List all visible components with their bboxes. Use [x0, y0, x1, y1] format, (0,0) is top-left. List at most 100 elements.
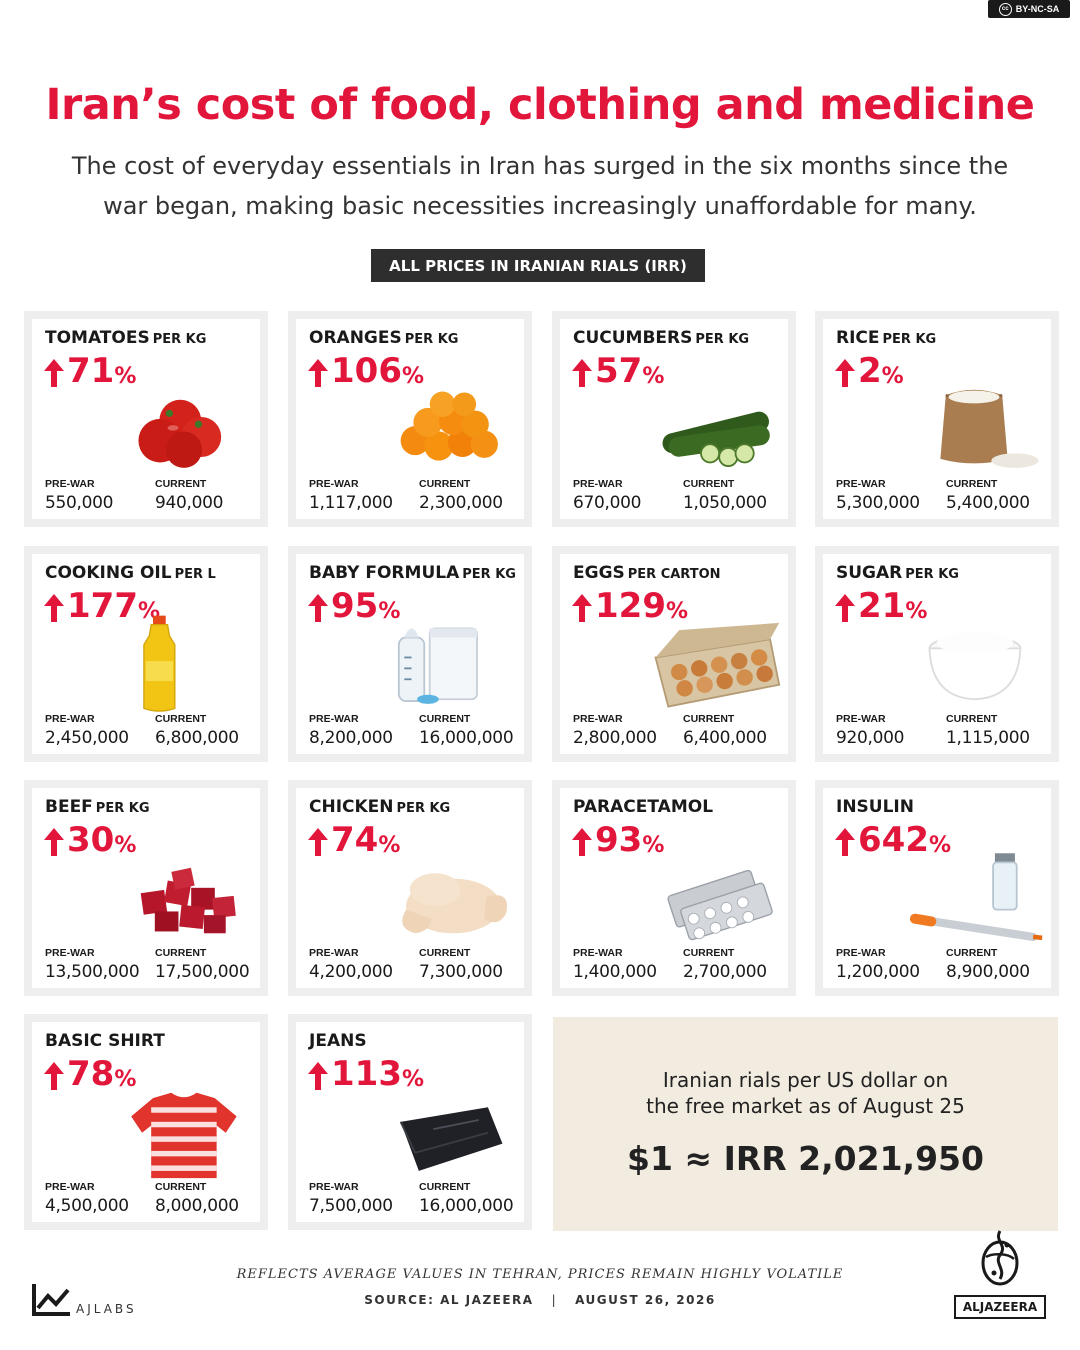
current-price: 940,000	[155, 493, 224, 513]
prewar-label: PRE-WAR	[309, 947, 359, 959]
price-change-value: 93	[595, 820, 643, 860]
up-arrow-icon	[835, 359, 855, 387]
item-unit: PER KG	[462, 567, 516, 582]
item-name-text: JEANS	[309, 1031, 367, 1051]
price-change: 71%	[44, 351, 136, 391]
item-name: BEEF PER KG	[45, 797, 150, 817]
percent-sign: %	[378, 833, 401, 858]
item-name-text: CHICKEN	[309, 797, 394, 817]
price-card-basic-shirt: BASIC SHIRT 78% PRE-WAR CURRENT 4,500,00…	[24, 1014, 268, 1230]
cucumbers-icon	[662, 411, 770, 467]
item-name-text: SUGAR	[836, 563, 903, 583]
exchange-rate-value: $1 ≈ IRR 2,021,950	[627, 1139, 984, 1178]
ajlabs-logo: AJLABS	[30, 1282, 137, 1318]
item-name-text: BEEF	[45, 797, 93, 817]
current-label: CURRENT	[419, 947, 471, 959]
percent-sign: %	[114, 833, 137, 858]
price-card-eggs: EGGS PER CARTON 129% PRE-WAR CURRENT 2,80…	[552, 546, 796, 762]
price-change-value: 30	[67, 820, 115, 860]
current-price: 6,800,000	[155, 728, 239, 748]
source-date: AUGUST 26, 2026	[575, 1293, 716, 1307]
price-change-value: 177	[67, 586, 138, 626]
item-unit: PER KG	[695, 332, 750, 347]
license-badge: cc BY-NC-SA	[988, 0, 1070, 18]
footnote: REFLECTS AVERAGE VALUES IN TEHRAN, PRICE…	[236, 1267, 844, 1282]
creative-commons-icon: cc	[998, 2, 1012, 16]
current-label: CURRENT	[419, 1181, 471, 1193]
price-change-value: 2	[858, 351, 882, 391]
current-label: CURRENT	[946, 478, 998, 490]
current-label: CURRENT	[155, 478, 207, 490]
tomatoes-icon	[138, 399, 222, 468]
percent-sign: %	[665, 599, 689, 624]
item-name-text: COOKING OIL	[45, 563, 172, 583]
current-label: CURRENT	[155, 947, 207, 959]
price-change-value: 78	[67, 1054, 115, 1094]
current-price: 1,050,000	[683, 493, 767, 513]
price-card-insulin: INSULIN 642% PRE-WAR CURRENT 1,200,000 8…	[815, 780, 1059, 996]
item-unit: PER KG	[152, 332, 207, 347]
price-change-value: 129	[595, 586, 666, 626]
percent-sign: %	[905, 599, 928, 624]
price-card-sugar: SUGAR PER KG 21% PRE-WAR CURRENT 920,000 …	[815, 546, 1059, 762]
item-name-text: RICE	[836, 328, 880, 348]
item-name-text: TOMATOES	[45, 328, 150, 348]
exchange-rate-caption-line-2: the free market as of August 25	[646, 1094, 965, 1118]
aljazeera-wordmark: ALJAZEERA	[954, 1295, 1046, 1319]
up-arrow-icon	[572, 828, 592, 856]
up-arrow-icon	[835, 828, 855, 856]
current-label: CURRENT	[419, 478, 471, 490]
current-price: 6,400,000	[683, 728, 767, 748]
page-subtitle: The cost of everyday essentials in Iran …	[40, 146, 1040, 226]
up-arrow-icon	[44, 1062, 64, 1090]
prewar-label: PRE-WAR	[45, 1181, 95, 1193]
item-unit: PER KG	[95, 801, 150, 816]
price-card-oranges: ORANGES PER KG 106% PRE-WAR CURRENT 1,117…	[288, 311, 532, 527]
source-text: SOURCE: AL JAZEERA	[364, 1293, 534, 1307]
prewar-label: PRE-WAR	[45, 947, 95, 959]
item-unit: PER L	[174, 567, 216, 582]
item-name: PARACETAMOL	[573, 797, 716, 817]
current-price: 2,300,000	[419, 493, 503, 513]
price-card-jeans: JEANS 113% PRE-WAR CURRENT 7,500,000 16,…	[288, 1014, 532, 1230]
subtitle-line-1: The cost of everyday essentials in Iran …	[71, 152, 1009, 180]
aljazeera-calligraphy-icon	[981, 1230, 1019, 1286]
prewar-price: 2,800,000	[573, 728, 657, 748]
chicken-icon	[402, 873, 508, 934]
percent-sign: %	[114, 1067, 137, 1092]
prewar-price: 4,500,000	[45, 1196, 129, 1216]
percent-sign: %	[401, 1067, 425, 1092]
pill-blister-icon	[667, 869, 773, 941]
prewar-label: PRE-WAR	[836, 713, 886, 725]
current-label: CURRENT	[683, 947, 735, 959]
item-name: EGGS PER CARTON	[573, 563, 721, 583]
subtitle-line-2: war began, making basic necessities incr…	[103, 192, 977, 220]
prewar-price: 7,500,000	[309, 1196, 393, 1216]
prewar-label: PRE-WAR	[309, 713, 359, 725]
item-name: ORANGES PER KG	[309, 328, 458, 348]
up-arrow-icon	[572, 359, 592, 387]
up-arrow-icon	[308, 1062, 328, 1090]
prewar-label: PRE-WAR	[309, 478, 359, 490]
current-label: CURRENT	[155, 713, 207, 725]
price-card-rice: RICE PER KG 2% PRE-WAR CURRENT 5,300,000 …	[815, 311, 1059, 527]
price-change: 93%	[572, 820, 664, 860]
up-arrow-icon	[835, 594, 855, 622]
price-change: 113%	[308, 1054, 424, 1094]
current-price: 1,115,000	[946, 728, 1030, 748]
price-card-beef: BEEF PER KG 30% PRE-WAR CURRENT 13,500,00…	[24, 780, 268, 996]
item-name: INSULIN	[836, 797, 917, 817]
up-arrow-icon	[44, 828, 64, 856]
prewar-price: 1,400,000	[573, 962, 657, 982]
item-name: BABY FORMULA PER KG	[309, 563, 516, 583]
item-name: COOKING OIL PER L	[45, 563, 216, 583]
up-arrow-icon	[308, 594, 328, 622]
insulin-syringe-icon	[909, 853, 1043, 941]
item-unit: PER KG	[404, 332, 459, 347]
percent-sign: %	[642, 833, 665, 858]
item-name-text: PARACETAMOL	[573, 797, 714, 817]
item-name: TOMATOES PER KG	[45, 328, 206, 348]
prewar-price: 5,300,000	[836, 493, 920, 513]
page-title: Iran’s cost of food, clothing and medici…	[45, 80, 1035, 130]
item-name: BASIC SHIRT	[45, 1031, 168, 1051]
